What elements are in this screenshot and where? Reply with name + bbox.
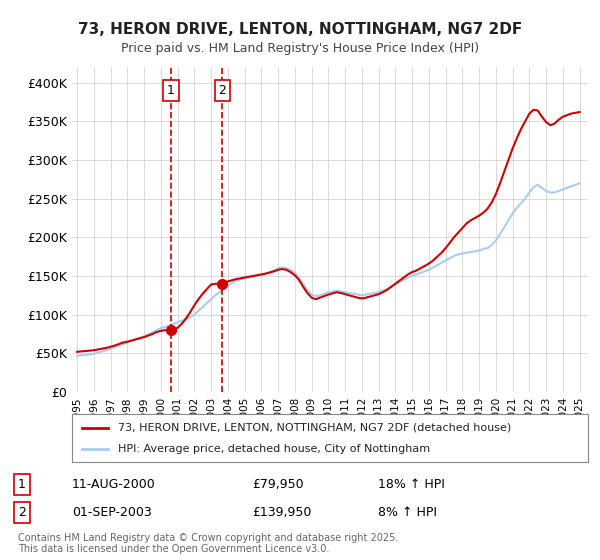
- Text: 1: 1: [18, 478, 26, 491]
- Text: £139,950: £139,950: [252, 506, 311, 519]
- Text: 1: 1: [167, 84, 175, 97]
- Text: HPI: Average price, detached house, City of Nottingham: HPI: Average price, detached house, City…: [118, 444, 431, 454]
- Text: 73, HERON DRIVE, LENTON, NOTTINGHAM, NG7 2DF (detached house): 73, HERON DRIVE, LENTON, NOTTINGHAM, NG7…: [118, 423, 512, 433]
- Text: £79,950: £79,950: [252, 478, 304, 491]
- Text: 2: 2: [218, 84, 226, 97]
- Text: 11-AUG-2000: 11-AUG-2000: [72, 478, 156, 491]
- Text: Price paid vs. HM Land Registry's House Price Index (HPI): Price paid vs. HM Land Registry's House …: [121, 42, 479, 55]
- Text: 01-SEP-2003: 01-SEP-2003: [72, 506, 152, 519]
- Text: 2: 2: [18, 506, 26, 519]
- Text: 18% ↑ HPI: 18% ↑ HPI: [378, 478, 445, 491]
- Text: 8% ↑ HPI: 8% ↑ HPI: [378, 506, 437, 519]
- Text: Contains HM Land Registry data © Crown copyright and database right 2025.
This d: Contains HM Land Registry data © Crown c…: [18, 533, 398, 554]
- Text: 73, HERON DRIVE, LENTON, NOTTINGHAM, NG7 2DF: 73, HERON DRIVE, LENTON, NOTTINGHAM, NG7…: [78, 22, 522, 38]
